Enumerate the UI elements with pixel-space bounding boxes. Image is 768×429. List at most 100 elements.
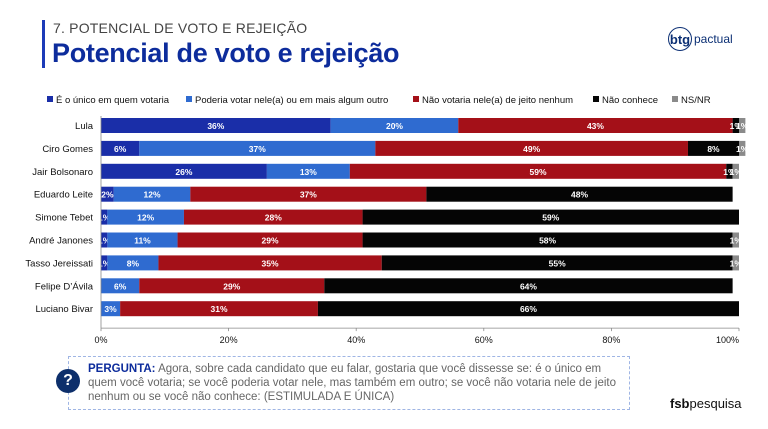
bar-segment — [190, 186, 427, 202]
legend-label: Poderia votar nele(a) ou em mais algum o… — [195, 95, 388, 106]
bar-segment — [183, 209, 363, 225]
data-label: 59% — [530, 167, 547, 177]
data-label: 59% — [542, 213, 559, 223]
legend-swatch — [593, 96, 599, 102]
category-label: André Janones — [29, 236, 93, 247]
bar-segment — [107, 232, 178, 248]
bar-segment — [330, 118, 459, 133]
legend-swatch — [672, 96, 678, 102]
bar-segment — [458, 118, 733, 133]
data-label: 8% — [707, 144, 720, 154]
bar-segment — [101, 163, 267, 179]
data-label: 29% — [262, 236, 279, 246]
legend-label: Não conhece — [602, 95, 658, 106]
data-label: 12% — [144, 190, 161, 200]
bar-segment — [349, 163, 727, 179]
data-label: 1% — [730, 236, 743, 246]
category-label: Simone Tebet — [35, 213, 93, 224]
category-label: Lula — [75, 121, 94, 132]
bar-segment — [739, 140, 746, 156]
bar-segment — [362, 232, 733, 248]
question-label: PERGUNTA: — [88, 363, 156, 375]
data-label: 37% — [300, 190, 317, 200]
bar-segment — [107, 209, 184, 225]
data-label: 36% — [207, 121, 224, 131]
data-label: 1% — [98, 258, 111, 268]
data-label: 13% — [300, 167, 317, 177]
legend-swatch — [186, 96, 192, 102]
bar-segment — [381, 255, 733, 271]
bar-segment — [101, 255, 108, 271]
bar-segment — [101, 278, 140, 294]
bar-segment — [266, 163, 350, 179]
data-label: 58% — [539, 236, 556, 246]
data-label: 1% — [730, 121, 743, 131]
x-tick-label: 100% — [716, 335, 739, 345]
bar-segment — [726, 163, 733, 179]
legend-swatch — [47, 96, 53, 102]
data-label: 1% — [730, 258, 743, 268]
footer-brand-rest: pesquisa — [689, 396, 742, 411]
legend-label: NS/NR — [681, 95, 711, 106]
category-label: Jair Bolsonaro — [32, 167, 93, 178]
bar-segment — [739, 118, 746, 133]
data-label: 29% — [223, 281, 240, 291]
bar-segment — [101, 209, 108, 225]
data-label: 1% — [98, 236, 111, 246]
data-label: 28% — [265, 213, 282, 223]
legend-label: É o único em quem votaria — [56, 95, 170, 106]
bar-segment — [177, 232, 363, 248]
data-label: 1% — [730, 167, 743, 177]
data-label: 55% — [549, 258, 566, 268]
data-label: 26% — [175, 167, 192, 177]
bar-segment — [158, 255, 382, 271]
btg-pactual-logo: btg pactual — [668, 26, 733, 52]
bar-segment — [113, 186, 191, 202]
bar-segment — [107, 255, 159, 271]
bar-segment — [101, 232, 108, 248]
bar-segment — [139, 140, 376, 156]
category-label: Eduardo Leite — [34, 190, 93, 201]
stacked-bar-chart: É o único em quem votaria Poderia votar n… — [25, 95, 749, 345]
bar-segment — [732, 118, 739, 133]
logo-sub: pactual — [694, 32, 733, 46]
data-label: 66% — [520, 304, 537, 314]
question-text: Agora, sobre cada candidato que eu falar… — [88, 363, 617, 403]
fsb-pesquisa-logo: fsbpesquisa — [670, 396, 742, 411]
bar-segment — [375, 140, 688, 156]
x-tick-label: 20% — [220, 335, 238, 345]
data-label: 3% — [104, 304, 117, 314]
legend-label: Não votaria nele(a) de jeito nenhum — [422, 95, 573, 106]
bar-segment — [101, 140, 140, 156]
data-label: 1% — [736, 121, 749, 131]
data-label: 64% — [520, 281, 537, 291]
question-icon: ? — [56, 369, 80, 393]
bar-segment — [120, 301, 318, 317]
bar-segment — [317, 301, 739, 317]
data-label: 2% — [101, 190, 114, 200]
legend-swatch — [413, 96, 419, 102]
data-label: 43% — [587, 121, 604, 131]
btg-logo-mark: btg — [668, 27, 692, 51]
x-tick-label: 60% — [475, 335, 493, 345]
data-label: 6% — [114, 281, 127, 291]
bar-segment — [687, 140, 739, 156]
data-label: 35% — [262, 258, 279, 268]
x-tick-label: 40% — [347, 335, 365, 345]
data-label: 8% — [127, 258, 140, 268]
data-label: 48% — [571, 190, 588, 200]
data-label: 37% — [249, 144, 266, 154]
category-label: Ciro Gomes — [42, 144, 93, 155]
title-accent-bar — [42, 20, 45, 68]
bar-segment — [732, 232, 739, 248]
bar-segment — [324, 278, 733, 294]
data-label: 20% — [386, 121, 403, 131]
data-label: 1% — [723, 167, 736, 177]
section-label: 7. POTENCIAL DE VOTO E REJEIÇÃO — [53, 20, 308, 36]
data-label: 12% — [137, 213, 154, 223]
category-label: Luciano Bivar — [35, 304, 93, 315]
bar-segment — [101, 186, 114, 202]
data-label: 1% — [736, 144, 749, 154]
category-label: Felipe D’Ávila — [35, 281, 94, 292]
footer-brand-bold: fsb — [670, 396, 690, 411]
